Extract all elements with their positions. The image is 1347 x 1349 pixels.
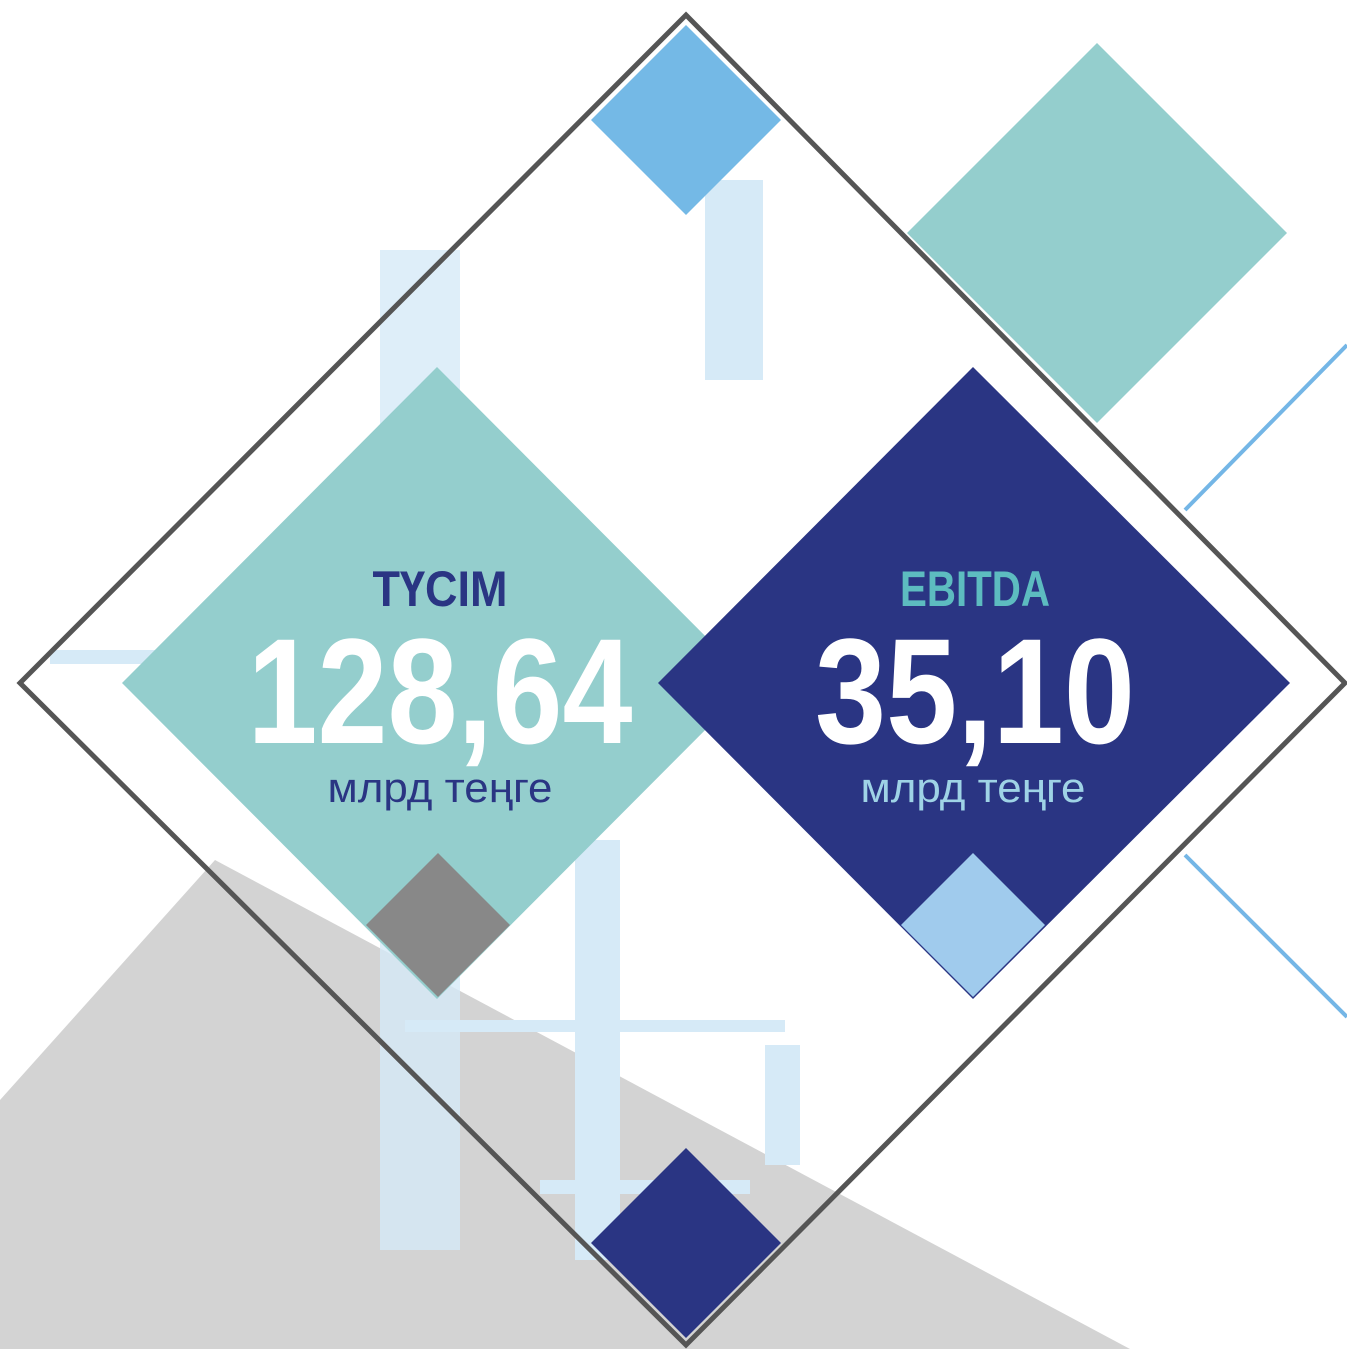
- accent-line: [1183, 343, 1347, 512]
- card-label: EBITDA: [900, 561, 1050, 617]
- decor-diamond: [901, 853, 1045, 997]
- card-label: ТҮСІМ: [373, 561, 508, 617]
- card-unit: млрд теңге: [328, 764, 553, 811]
- decor-diamond: [591, 25, 781, 215]
- card-value: 128,64: [248, 607, 633, 775]
- card-unit: млрд теңге: [861, 764, 1086, 811]
- card-diamond: [658, 367, 1290, 999]
- card-diamond: [122, 367, 752, 999]
- decor-diamond: [907, 43, 1287, 423]
- decor-diamond: [366, 853, 510, 997]
- decor-diamond: [591, 1148, 781, 1338]
- card-value: 35,10: [815, 607, 1135, 775]
- accent-line: [1183, 853, 1347, 1019]
- frame-diamond: [16, 11, 1347, 1349]
- background-shape: [0, 860, 1130, 1349]
